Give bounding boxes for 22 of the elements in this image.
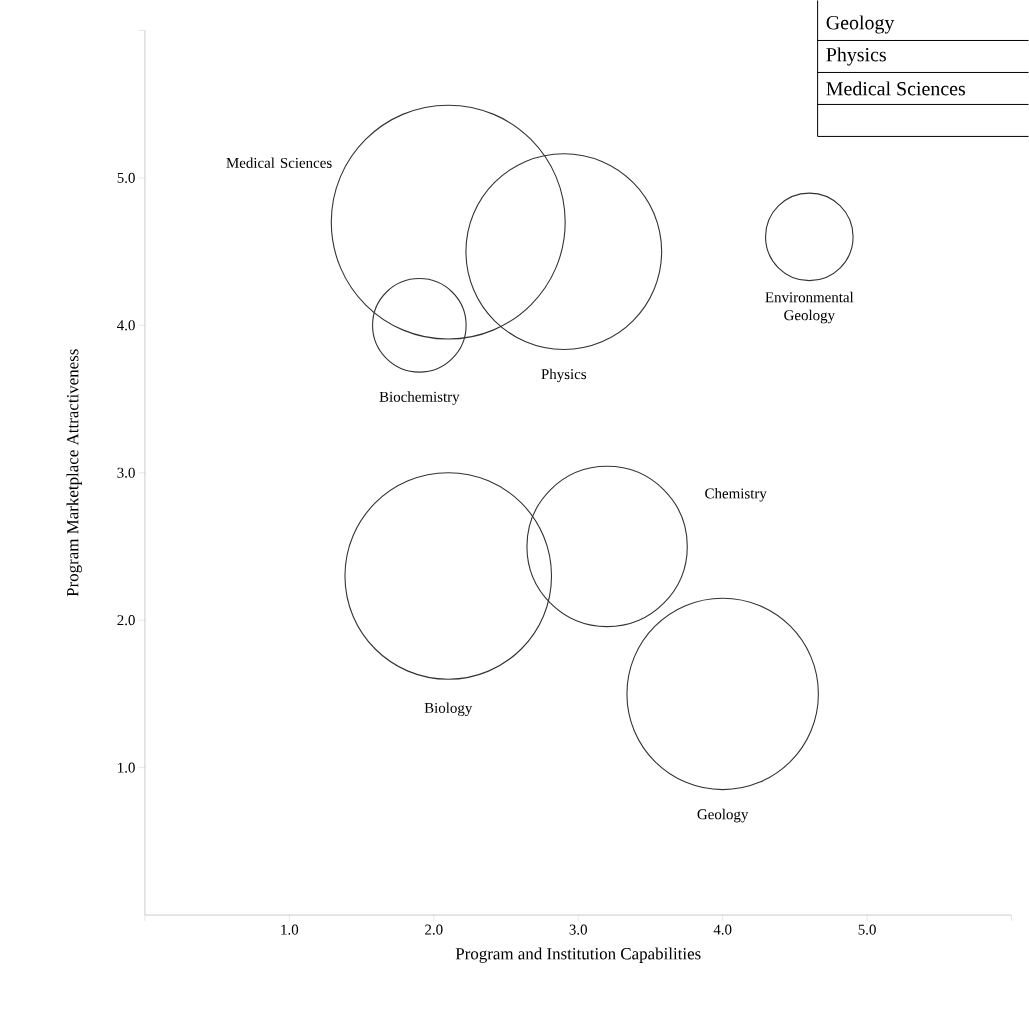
y-tick-label: 5.0 <box>117 172 135 183</box>
annotation: Physics <box>826 47 886 66</box>
x-tick-label: 2.0 <box>425 924 443 935</box>
y-tick-label: 4.0 <box>117 320 135 331</box>
y-tick-label: 2.0 <box>117 615 135 626</box>
series-label: Biochemistry <box>379 391 460 405</box>
series-label: Geology <box>697 808 749 823</box>
x-axis-title: Program and Institution Capabilities <box>455 947 701 963</box>
y-axis-title: Program Marketplace Attractiveness <box>66 349 82 597</box>
x-tick-label: 3.0 <box>569 924 587 935</box>
text: Chemistry <box>705 488 767 502</box>
text: Medical Sciences <box>226 157 332 168</box>
text: Biology <box>424 702 473 717</box>
annotation: Medical Sciences <box>826 81 966 96</box>
x-tick-label: 1.0 <box>281 924 299 935</box>
y-tick-label: 1.0 <box>118 762 135 773</box>
series-label: Physics <box>541 368 587 383</box>
x-tick-label: 5.0 <box>858 924 876 935</box>
y-tick-label: 3.0 <box>117 467 135 478</box>
x-tick-label: 4.0 <box>713 924 732 935</box>
annotation: Geology <box>826 15 895 34</box>
series-label: Environmental Geology <box>765 291 854 324</box>
